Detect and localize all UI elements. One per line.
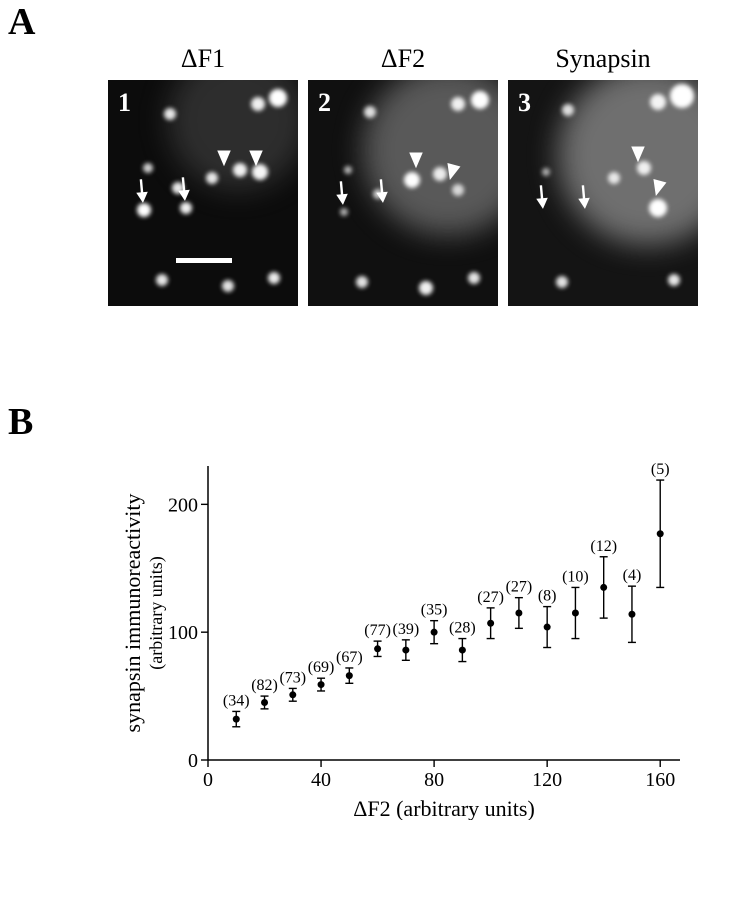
count-label: (12) [590, 538, 617, 555]
y-tick-label: 0 [188, 750, 198, 772]
count-label: (34) [223, 692, 250, 709]
y-axis-title: synapsin immunoreactivity [120, 494, 145, 733]
x-axis-title: ΔF2 (arbitrary units) [353, 796, 535, 820]
data-point [544, 624, 551, 631]
data-point [318, 681, 325, 688]
data-point [233, 716, 240, 723]
count-label: (39) [393, 621, 420, 638]
count-label: (28) [449, 620, 476, 637]
y-tick-label: 200 [168, 494, 198, 516]
arrowhead-icon [623, 139, 653, 169]
count-label: (77) [364, 622, 391, 639]
data-point [572, 610, 579, 617]
micrograph-number: 1 [118, 88, 131, 118]
data-point [515, 610, 522, 617]
data-point [261, 699, 268, 706]
count-label: (8) [538, 588, 557, 605]
data-point [431, 629, 438, 636]
data-point [657, 530, 664, 537]
micrograph-row: ΔF1 1 ΔF2 2 Synapsin 3 [108, 44, 698, 306]
count-label: (27) [506, 579, 533, 596]
micrograph-image: 1 [108, 80, 298, 306]
micrograph-image: 2 [308, 80, 498, 306]
micrograph-1: ΔF1 1 [108, 44, 298, 306]
arrow-icon [321, 173, 363, 215]
count-label: (5) [651, 461, 670, 478]
data-point [346, 672, 353, 679]
micrograph-number: 2 [318, 88, 331, 118]
y-axis-subtitle: (arbitrary units) [146, 556, 167, 669]
data-point [628, 611, 635, 618]
scale-bar [176, 258, 232, 263]
count-label: (27) [477, 589, 504, 606]
arrowhead-icon [209, 143, 239, 173]
count-label: (69) [308, 659, 335, 676]
count-label: (67) [336, 649, 363, 666]
arrowhead-icon [241, 143, 271, 173]
data-point [487, 620, 494, 627]
micrograph-2: ΔF2 2 [308, 44, 498, 306]
count-label: (82) [251, 677, 278, 694]
micrograph-title: ΔF2 [381, 44, 425, 74]
x-tick-label: 80 [424, 769, 444, 791]
data-point [289, 691, 296, 698]
scatter-chart: 0 40 80 120 160 0 100 200 (34)(82)(73)(69)(67)(7… [120, 450, 700, 820]
panel-a-label: A [8, 0, 35, 44]
arrow-icon [121, 171, 163, 213]
count-label: (4) [623, 567, 642, 584]
data-point [459, 647, 466, 654]
count-label: (10) [562, 568, 589, 585]
data-point [374, 645, 381, 652]
micrograph-title: Synapsin [555, 44, 650, 74]
count-label: (73) [279, 669, 306, 686]
micrograph-number: 3 [518, 88, 531, 118]
x-tick-label: 160 [645, 769, 675, 791]
count-label: (35) [421, 602, 448, 619]
arrow-icon [521, 177, 563, 219]
data-point [600, 584, 607, 591]
x-tick-label: 40 [311, 769, 331, 791]
data-point [402, 647, 409, 654]
x-tick-label: 0 [203, 769, 213, 791]
micrograph-title: ΔF1 [181, 44, 225, 74]
micrograph-image: 3 [508, 80, 698, 306]
y-tick-label: 100 [168, 622, 198, 644]
micrograph-3: Synapsin 3 [508, 44, 698, 306]
x-tick-label: 120 [532, 769, 562, 791]
panel-b-label: B [8, 400, 33, 444]
arrowhead-icon [401, 145, 431, 175]
